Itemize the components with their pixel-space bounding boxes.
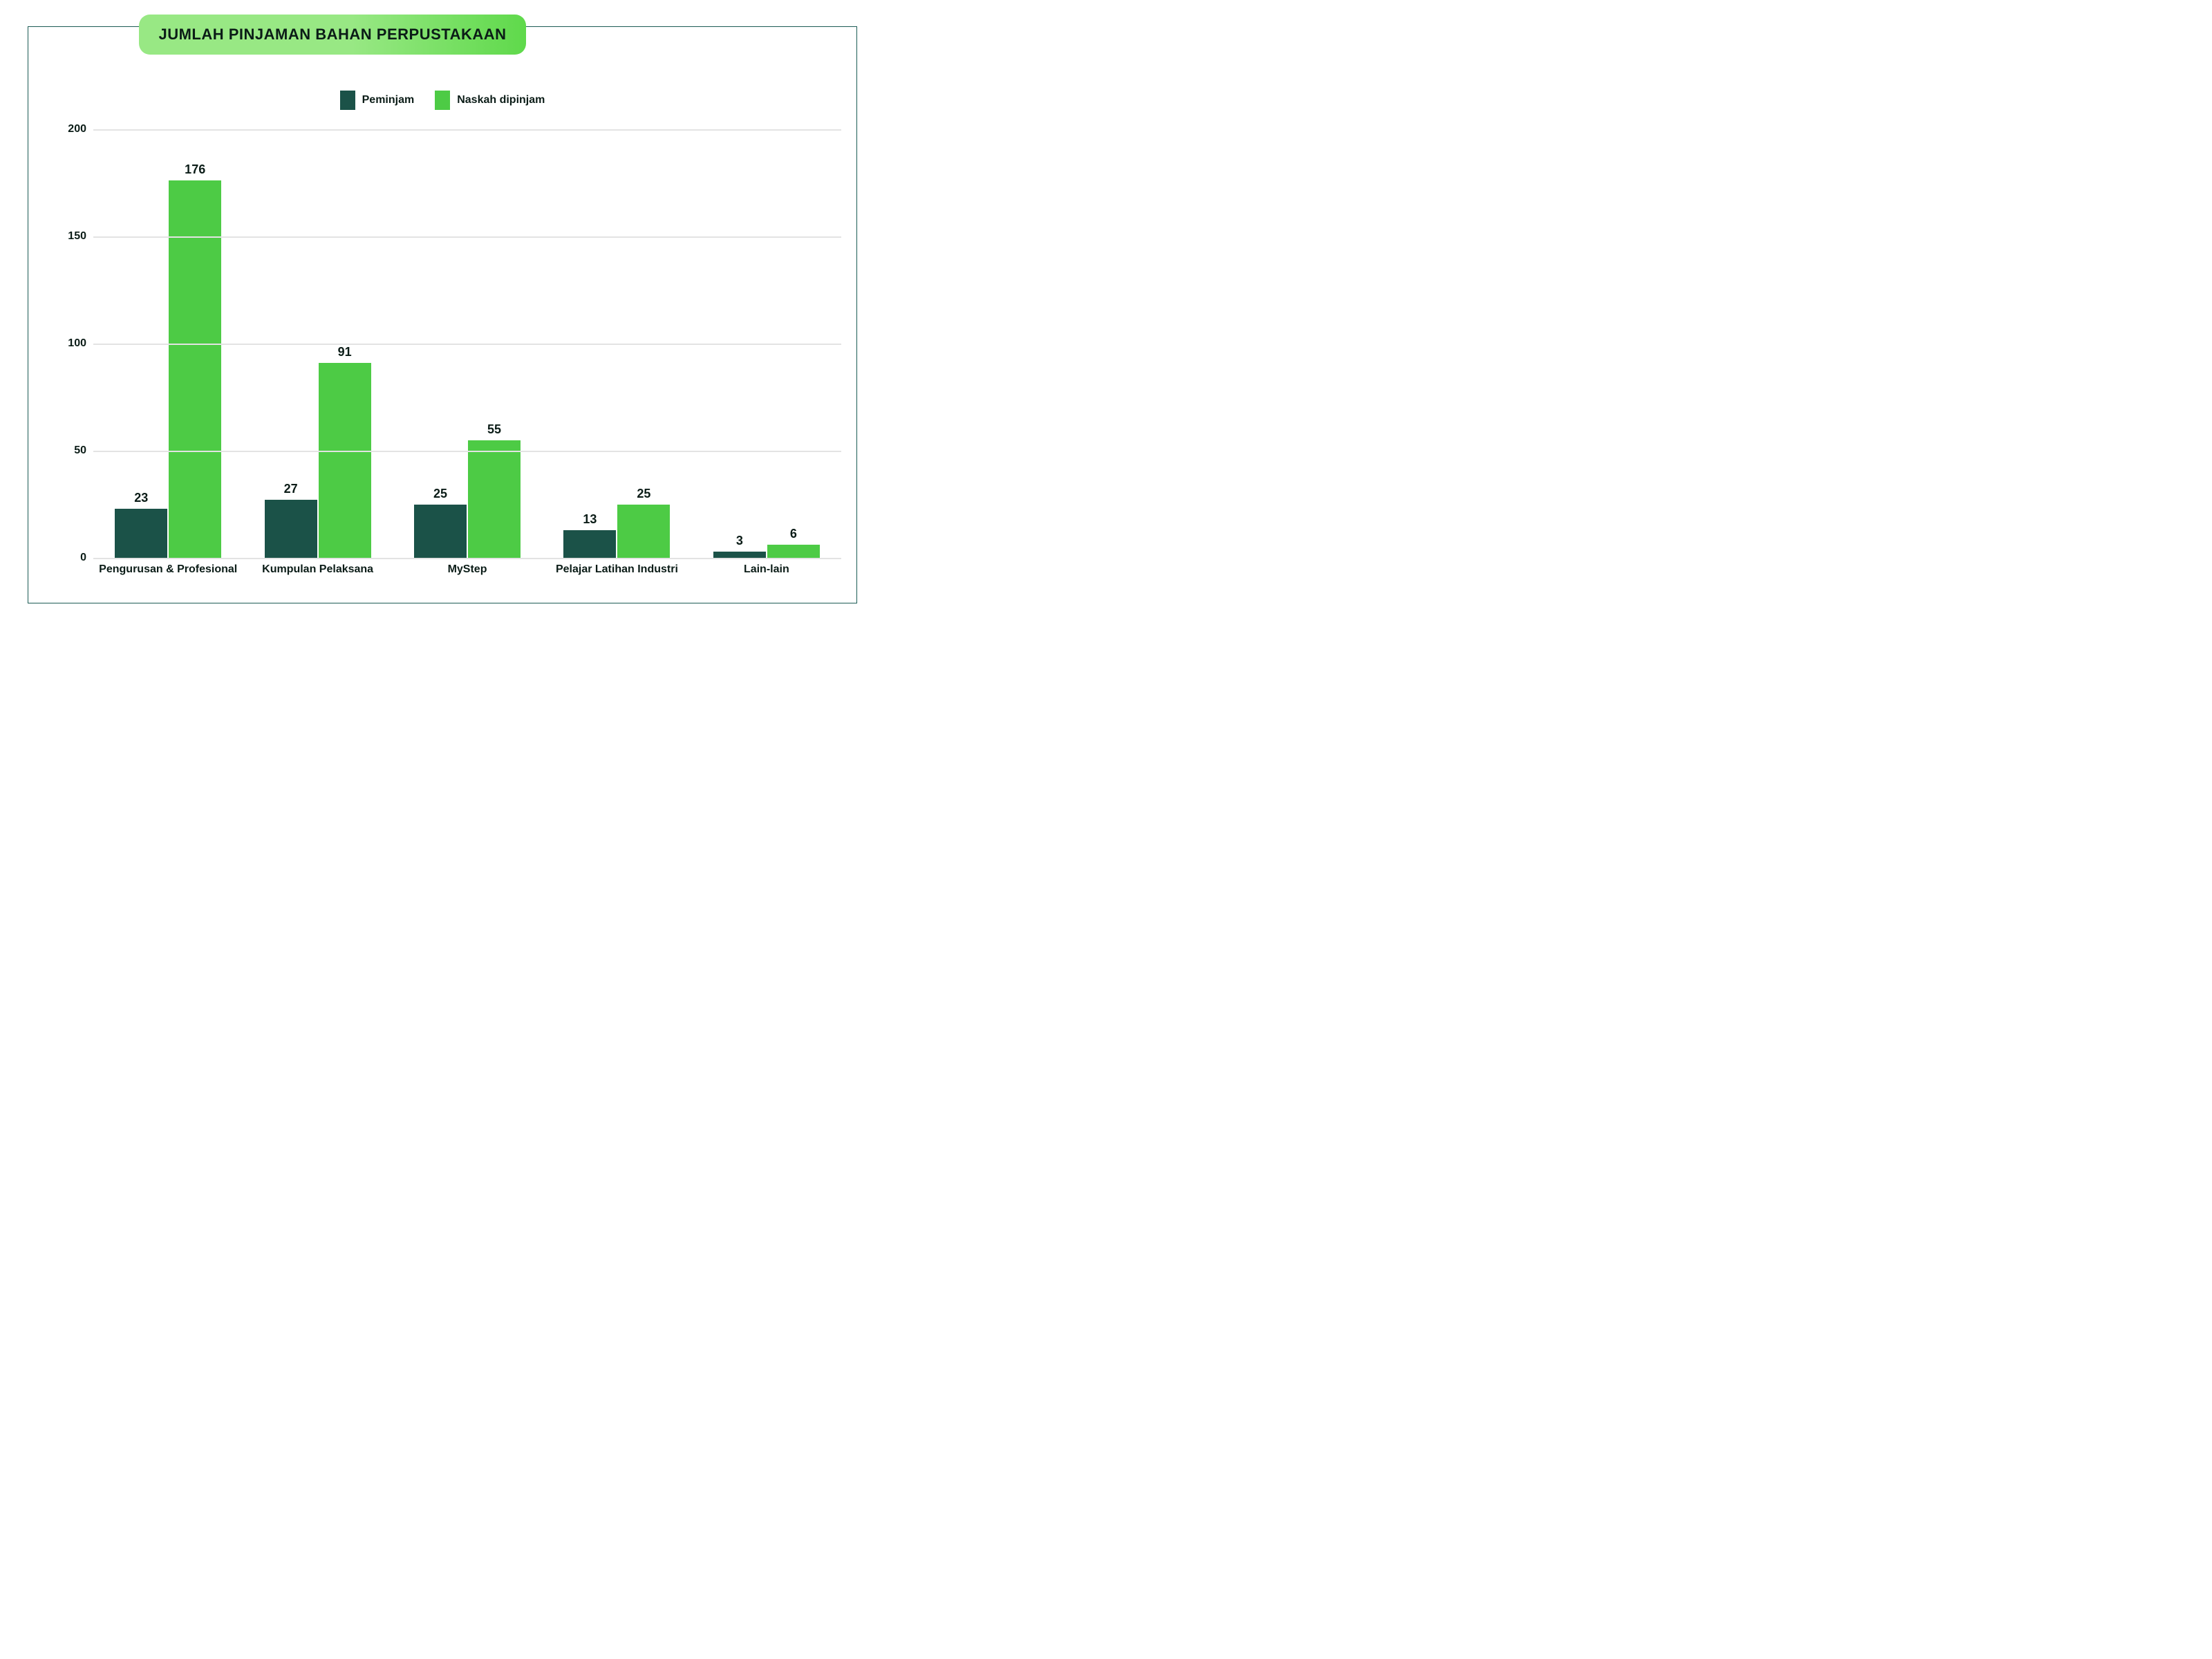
legend-item-naskah: Naskah dipinjam [435, 91, 545, 110]
bar: 23 [115, 509, 167, 558]
bar-value: 13 [583, 512, 597, 527]
ytick-label: 150 [45, 230, 86, 243]
chart-frame: JUMLAH PINJAMAN BAHAN PERPUSTAKAAN Pemin… [28, 26, 857, 603]
chart-title-text: JUMLAH PINJAMAN BAHAN PERPUSTAKAAN [158, 26, 506, 44]
bar-value: 6 [790, 527, 797, 541]
gridline [93, 451, 841, 452]
bar: 27 [265, 500, 317, 558]
bar-value: 25 [637, 487, 650, 501]
bar-value: 25 [433, 487, 447, 501]
gridline [93, 558, 841, 559]
bar-pair: 2791 [265, 363, 371, 558]
category-label: Pelajar Latihan Industri [556, 563, 678, 576]
bar: 13 [563, 530, 616, 558]
ytick-label: 100 [45, 337, 86, 350]
plot-area: 23176Pengurusan & Profesional2791Kumpula… [93, 129, 841, 558]
bar-value: 55 [487, 422, 501, 437]
bar-pair: 36 [713, 545, 820, 558]
bar: 6 [767, 545, 820, 558]
bar-value: 27 [284, 482, 298, 496]
gridline [93, 344, 841, 345]
legend-swatch-1 [435, 91, 450, 110]
category-label: Kumpulan Pelaksana [262, 563, 373, 576]
bar: 25 [414, 505, 467, 559]
bar-value: 91 [338, 345, 352, 359]
ytick-label: 200 [45, 123, 86, 135]
legend-label-0: Peminjam [362, 94, 415, 106]
category-label: Pengurusan & Profesional [99, 563, 237, 576]
bar-value: 3 [736, 534, 743, 548]
category-label: Lain-lain [744, 563, 789, 576]
bar-value: 23 [134, 491, 148, 505]
ytick-label: 0 [45, 552, 86, 564]
bar: 55 [468, 440, 521, 559]
gridline [93, 236, 841, 238]
bar-pair: 1325 [563, 505, 670, 559]
bar: 3 [713, 552, 766, 558]
gridline [93, 129, 841, 131]
bar: 25 [617, 505, 670, 559]
ytick-label: 50 [45, 444, 86, 457]
bar-pair: 2555 [414, 440, 521, 559]
bar-value: 176 [185, 162, 205, 177]
chart-title: JUMLAH PINJAMAN BAHAN PERPUSTAKAAN [139, 15, 526, 55]
legend-item-peminjam: Peminjam [340, 91, 415, 110]
legend-label-1: Naskah dipinjam [457, 94, 545, 106]
legend: Peminjam Naskah dipinjam [28, 91, 856, 110]
bar: 91 [319, 363, 371, 558]
legend-swatch-0 [340, 91, 355, 110]
category-label: MyStep [448, 563, 487, 576]
